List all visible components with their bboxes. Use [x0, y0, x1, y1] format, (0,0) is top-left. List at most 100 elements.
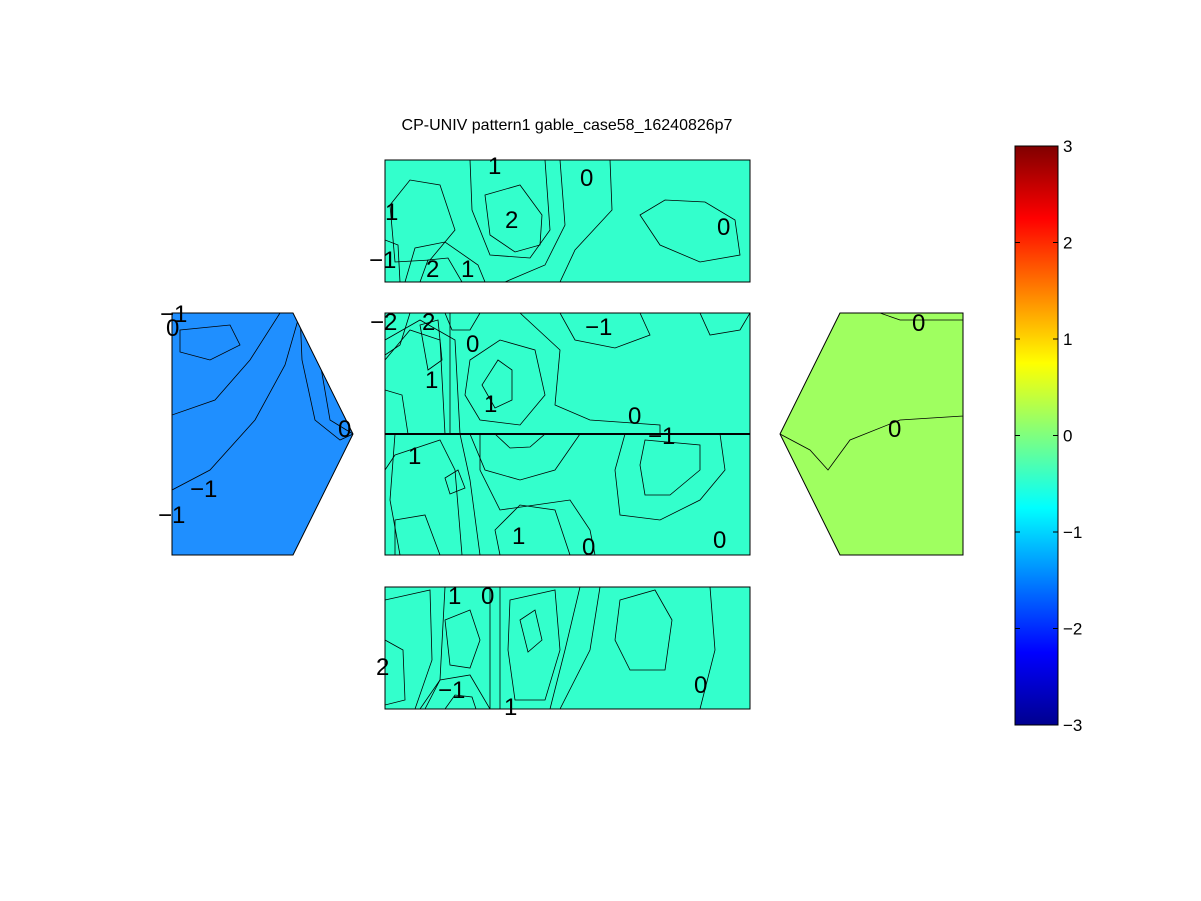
- top-fill-orange-bottom: [404, 241, 486, 282]
- colorbar-ticks: 3 2 1 0 −1 −2 −3: [1015, 137, 1082, 735]
- cl-fill-orange: [385, 439, 463, 555]
- contour-labels: 1 0 1 2 0 −1 2 1 −1 0 0 −1 −1 −2 2 −1 0 …: [158, 153, 925, 721]
- contour-label: 0: [888, 416, 901, 443]
- contour-label: 0: [466, 331, 479, 358]
- colorbar-tick-label: 0: [1063, 427, 1072, 446]
- bottom-fill-blue-bottom: [424, 674, 491, 709]
- contour-label: 0: [580, 165, 593, 192]
- cu-fill-light-orange-blob: [481, 359, 513, 409]
- bottom-fill-yellow: [499, 587, 581, 709]
- panel-right-gable-wall: [780, 313, 963, 555]
- contour-label: 0: [717, 214, 730, 241]
- contour-label: 0: [713, 527, 726, 554]
- cl-fill-right-cyan-blue: [614, 434, 726, 521]
- panel-top-roof-face: [385, 160, 750, 282]
- bottom-fill-left-dark-orange: [385, 639, 406, 706]
- left-fill-green: [179, 324, 241, 361]
- top-base-fill: [385, 160, 750, 282]
- left-panel-border: [171, 312, 354, 556]
- contour-label: 0: [582, 534, 595, 561]
- colorbar: 3 2 1 0 −1 −2 −3: [1014, 137, 1082, 735]
- top-fill-orange: [484, 184, 543, 253]
- left-base-fill: [172, 313, 353, 555]
- top-fill-right-green-blob: [639, 199, 741, 263]
- right-panel-border: [779, 312, 964, 556]
- bottom-fill-right-cyan-blue: [614, 589, 673, 671]
- contour-label: 2: [505, 207, 518, 234]
- cl-base-fill: [385, 434, 750, 555]
- colorbar-tick-label: −2: [1063, 620, 1082, 639]
- top-fill-blue-edge: [385, 239, 401, 282]
- bottom-fill-right-green: [699, 587, 750, 709]
- panel-bottom-roof-face: [385, 587, 750, 709]
- contour-label: 1: [461, 256, 474, 283]
- contour-label: 1: [504, 694, 517, 721]
- contour-label: 1: [484, 391, 497, 418]
- cu-fill-left-orange: [385, 329, 446, 434]
- colorbar-tick-label: −3: [1063, 716, 1082, 735]
- contour-label: −1: [369, 247, 396, 274]
- bottom-panel-border: [384, 586, 751, 710]
- cl-fill-light-green: [385, 434, 596, 555]
- right-fill-green-corner: [879, 313, 963, 321]
- cu-fill-left-yellow: [385, 319, 461, 434]
- bottom-fill-light-orange: [507, 589, 561, 701]
- cu-fill-light-green: [449, 313, 661, 434]
- colorbar-tick-label: 2: [1063, 234, 1072, 253]
- right-fill-green-upper: [780, 313, 963, 471]
- cl-fill-dark-orange: [394, 514, 441, 555]
- top-fill-yellow: [385, 160, 566, 282]
- colorbar-gradient: [1014, 145, 1059, 726]
- contour-label: 1: [425, 367, 438, 394]
- panel-center-upper-wall: [385, 313, 750, 434]
- colorbar-tick-label: 1: [1063, 330, 1072, 349]
- contour-label: 2: [422, 309, 435, 336]
- top-fill-light-orange: [469, 160, 551, 259]
- contour-label: −1: [648, 423, 675, 450]
- cl-fill-right-blue: [639, 439, 701, 496]
- bottom-fill-cyan-blue: [444, 609, 481, 669]
- contour-label: 1: [512, 523, 525, 550]
- colorbar-tick-label: 3: [1063, 137, 1072, 156]
- cl-fill-cyan-blue: [469, 434, 581, 481]
- cu-fill-blue-patch: [444, 313, 481, 331]
- contour-label: 2: [426, 256, 439, 283]
- cl-fill-blue: [494, 434, 546, 449]
- cl-fill-yellow: [389, 434, 481, 555]
- cl-fill-dark-orange-small: [444, 469, 466, 495]
- contour-label: −1: [438, 677, 465, 704]
- contour-label: −1: [585, 314, 612, 341]
- bottom-fill-left-yellow: [385, 587, 446, 709]
- left-fill-cyan: [172, 313, 281, 416]
- top-fill-red-bottom: [419, 257, 463, 282]
- bottom-fill-left-orange: [385, 589, 433, 709]
- contour-label: 1: [488, 153, 501, 180]
- contour-label: 0: [166, 315, 179, 342]
- cu-fill-orange-strip: [419, 319, 443, 371]
- left-fill-cyan-blue: [172, 313, 301, 491]
- top-panel-border: [384, 159, 751, 283]
- contour-label: 0: [338, 416, 351, 443]
- cl-fill-yellow-bottom: [494, 504, 571, 555]
- contour-label: 2: [376, 654, 389, 681]
- panel-center-lower-wall: [385, 434, 750, 555]
- cu-fill-blue-corner: [385, 313, 411, 356]
- bottom-fill-orange: [519, 609, 543, 653]
- cu-fill-yellow-blob: [464, 339, 546, 426]
- bottom-base-fill: [385, 587, 750, 709]
- contour-label: 1: [408, 443, 421, 470]
- chart-title: CP-UNIV pattern1 gable_case58_16240826p7: [402, 117, 733, 134]
- top-fill-light-green: [385, 160, 613, 282]
- contour-label: −1: [190, 476, 217, 503]
- cu-fill-cyan-right: [699, 313, 750, 336]
- bottom-fill-dark-blue: [444, 694, 477, 709]
- contour-label: 1: [385, 199, 398, 226]
- contour-label: −2: [370, 309, 397, 336]
- colorbar-tick-label: −1: [1063, 523, 1082, 542]
- contour-label: 0: [912, 310, 925, 337]
- top-fill-green-blob: [389, 179, 456, 263]
- contour-label: −1: [158, 502, 185, 529]
- panel-left-gable-wall: [172, 313, 353, 555]
- contour-label: 1: [448, 583, 461, 610]
